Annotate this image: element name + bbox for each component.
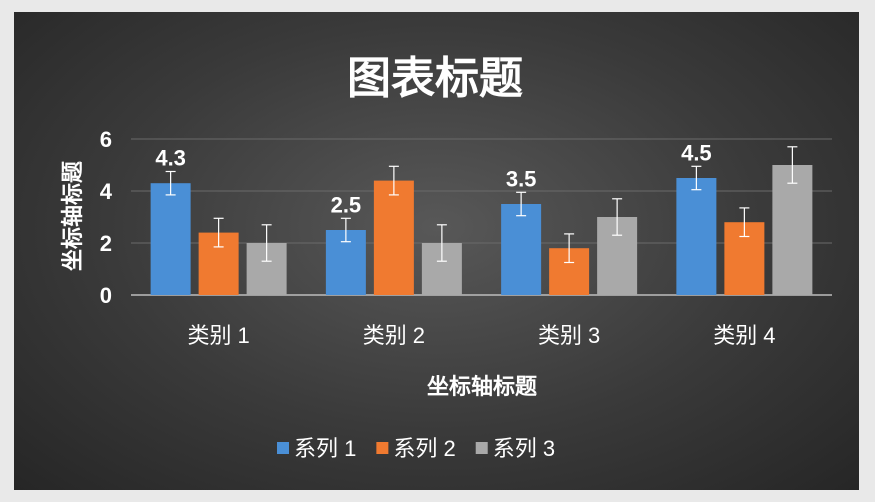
- y-tick-label: 2: [100, 231, 112, 256]
- data-label: 4.3: [155, 146, 186, 171]
- legend: 系列 1 系列 2 系列 3: [277, 436, 555, 461]
- category-label: 类别 1: [187, 323, 249, 348]
- chart-title: 图表标题: [347, 54, 523, 103]
- category-labels: 类别 1 类别 2 类别 3 类别 4: [187, 323, 775, 348]
- category-label: 类别 3: [538, 323, 600, 348]
- y-tick-label: 0: [100, 283, 112, 308]
- legend-swatch: [475, 442, 488, 454]
- data-label: 2.5: [331, 192, 362, 217]
- legend-swatch: [277, 442, 289, 454]
- bar: [676, 178, 717, 295]
- y-tick-label: 4: [100, 179, 113, 204]
- y-tick-label: 6: [100, 127, 112, 152]
- bar: [501, 204, 542, 295]
- legend-entry: 系列 1: [294, 436, 356, 461]
- y-axis-ticks: 0 2 4 6: [100, 127, 113, 308]
- legend-entry: 系列 3: [493, 436, 555, 461]
- y-axis-title: 坐标轴标题: [60, 160, 85, 271]
- bar: [373, 180, 414, 295]
- data-label: 3.5: [506, 166, 537, 191]
- category-label: 类别 4: [713, 323, 775, 348]
- x-axis-title: 坐标轴标题: [427, 374, 538, 399]
- data-label: 4.5: [681, 140, 712, 165]
- category-label: 类别 2: [363, 323, 425, 348]
- legend-entry: 系列 2: [393, 436, 455, 461]
- bars: 4.3 2.5 3.5 4.5: [150, 140, 813, 295]
- bar: [772, 165, 813, 295]
- bar: [150, 183, 191, 295]
- legend-swatch: [376, 442, 389, 454]
